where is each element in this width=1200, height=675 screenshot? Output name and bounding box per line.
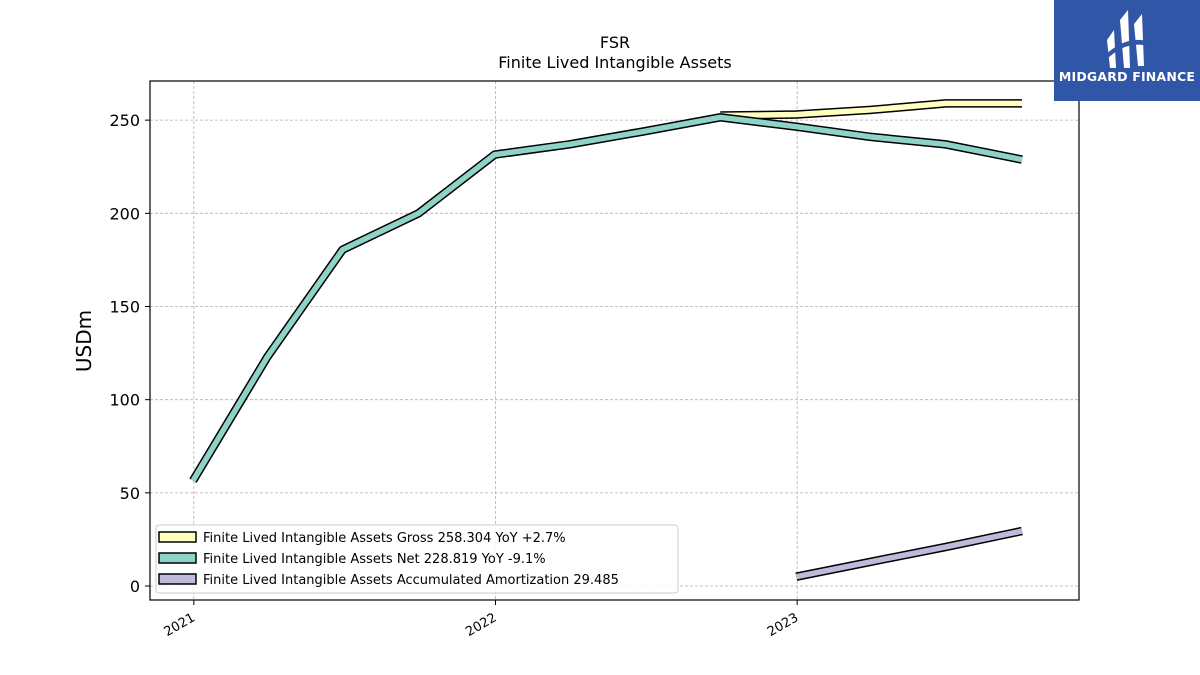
legend-swatch <box>158 552 197 564</box>
y-axis-label: USDm <box>72 310 96 372</box>
y-tick-label: 50 <box>120 484 140 503</box>
chart-title: FSR <box>600 33 630 52</box>
y-tick-label: 150 <box>109 297 140 316</box>
chart-subtitle: Finite Lived Intangible Assets <box>498 53 731 72</box>
legend-swatch <box>158 573 197 585</box>
y-tick-label: 100 <box>109 391 140 410</box>
series-line-stroke <box>190 114 1023 483</box>
y-tick-label: 0 <box>130 577 140 596</box>
legend-entry-label: Finite Lived Intangible Assets Gross 258… <box>203 531 566 546</box>
series-line <box>189 113 1023 483</box>
x-tick-label: 2021 <box>162 610 198 640</box>
x-tick-label: 2022 <box>463 610 499 640</box>
brand-logo: MIDGARD FINANCE <box>1054 0 1200 101</box>
y-tick-label: 250 <box>109 111 140 130</box>
legend: Finite Lived Intangible Assets Gross 258… <box>155 524 679 594</box>
series-line-stroke <box>720 100 1022 119</box>
x-tick-label: 2023 <box>765 610 801 640</box>
series-line-stroke <box>795 528 1023 580</box>
midgard-logo-icon <box>1104 10 1150 68</box>
plot-frame <box>149 80 1080 601</box>
series-line <box>720 99 1022 120</box>
legend-entry-label: Finite Lived Intangible Assets Net 228.8… <box>203 552 546 567</box>
series-lines <box>189 99 1023 581</box>
brand-name: MIDGARD FINANCE <box>1058 69 1196 84</box>
legend-swatch <box>158 531 197 543</box>
grid <box>150 81 1079 600</box>
legend-entry-label: Finite Lived Intangible Assets Accumulat… <box>203 573 619 588</box>
legend-box <box>155 524 679 594</box>
y-tick-label: 200 <box>109 204 140 223</box>
series-line <box>795 526 1023 581</box>
series-line-outline <box>189 113 1023 483</box>
